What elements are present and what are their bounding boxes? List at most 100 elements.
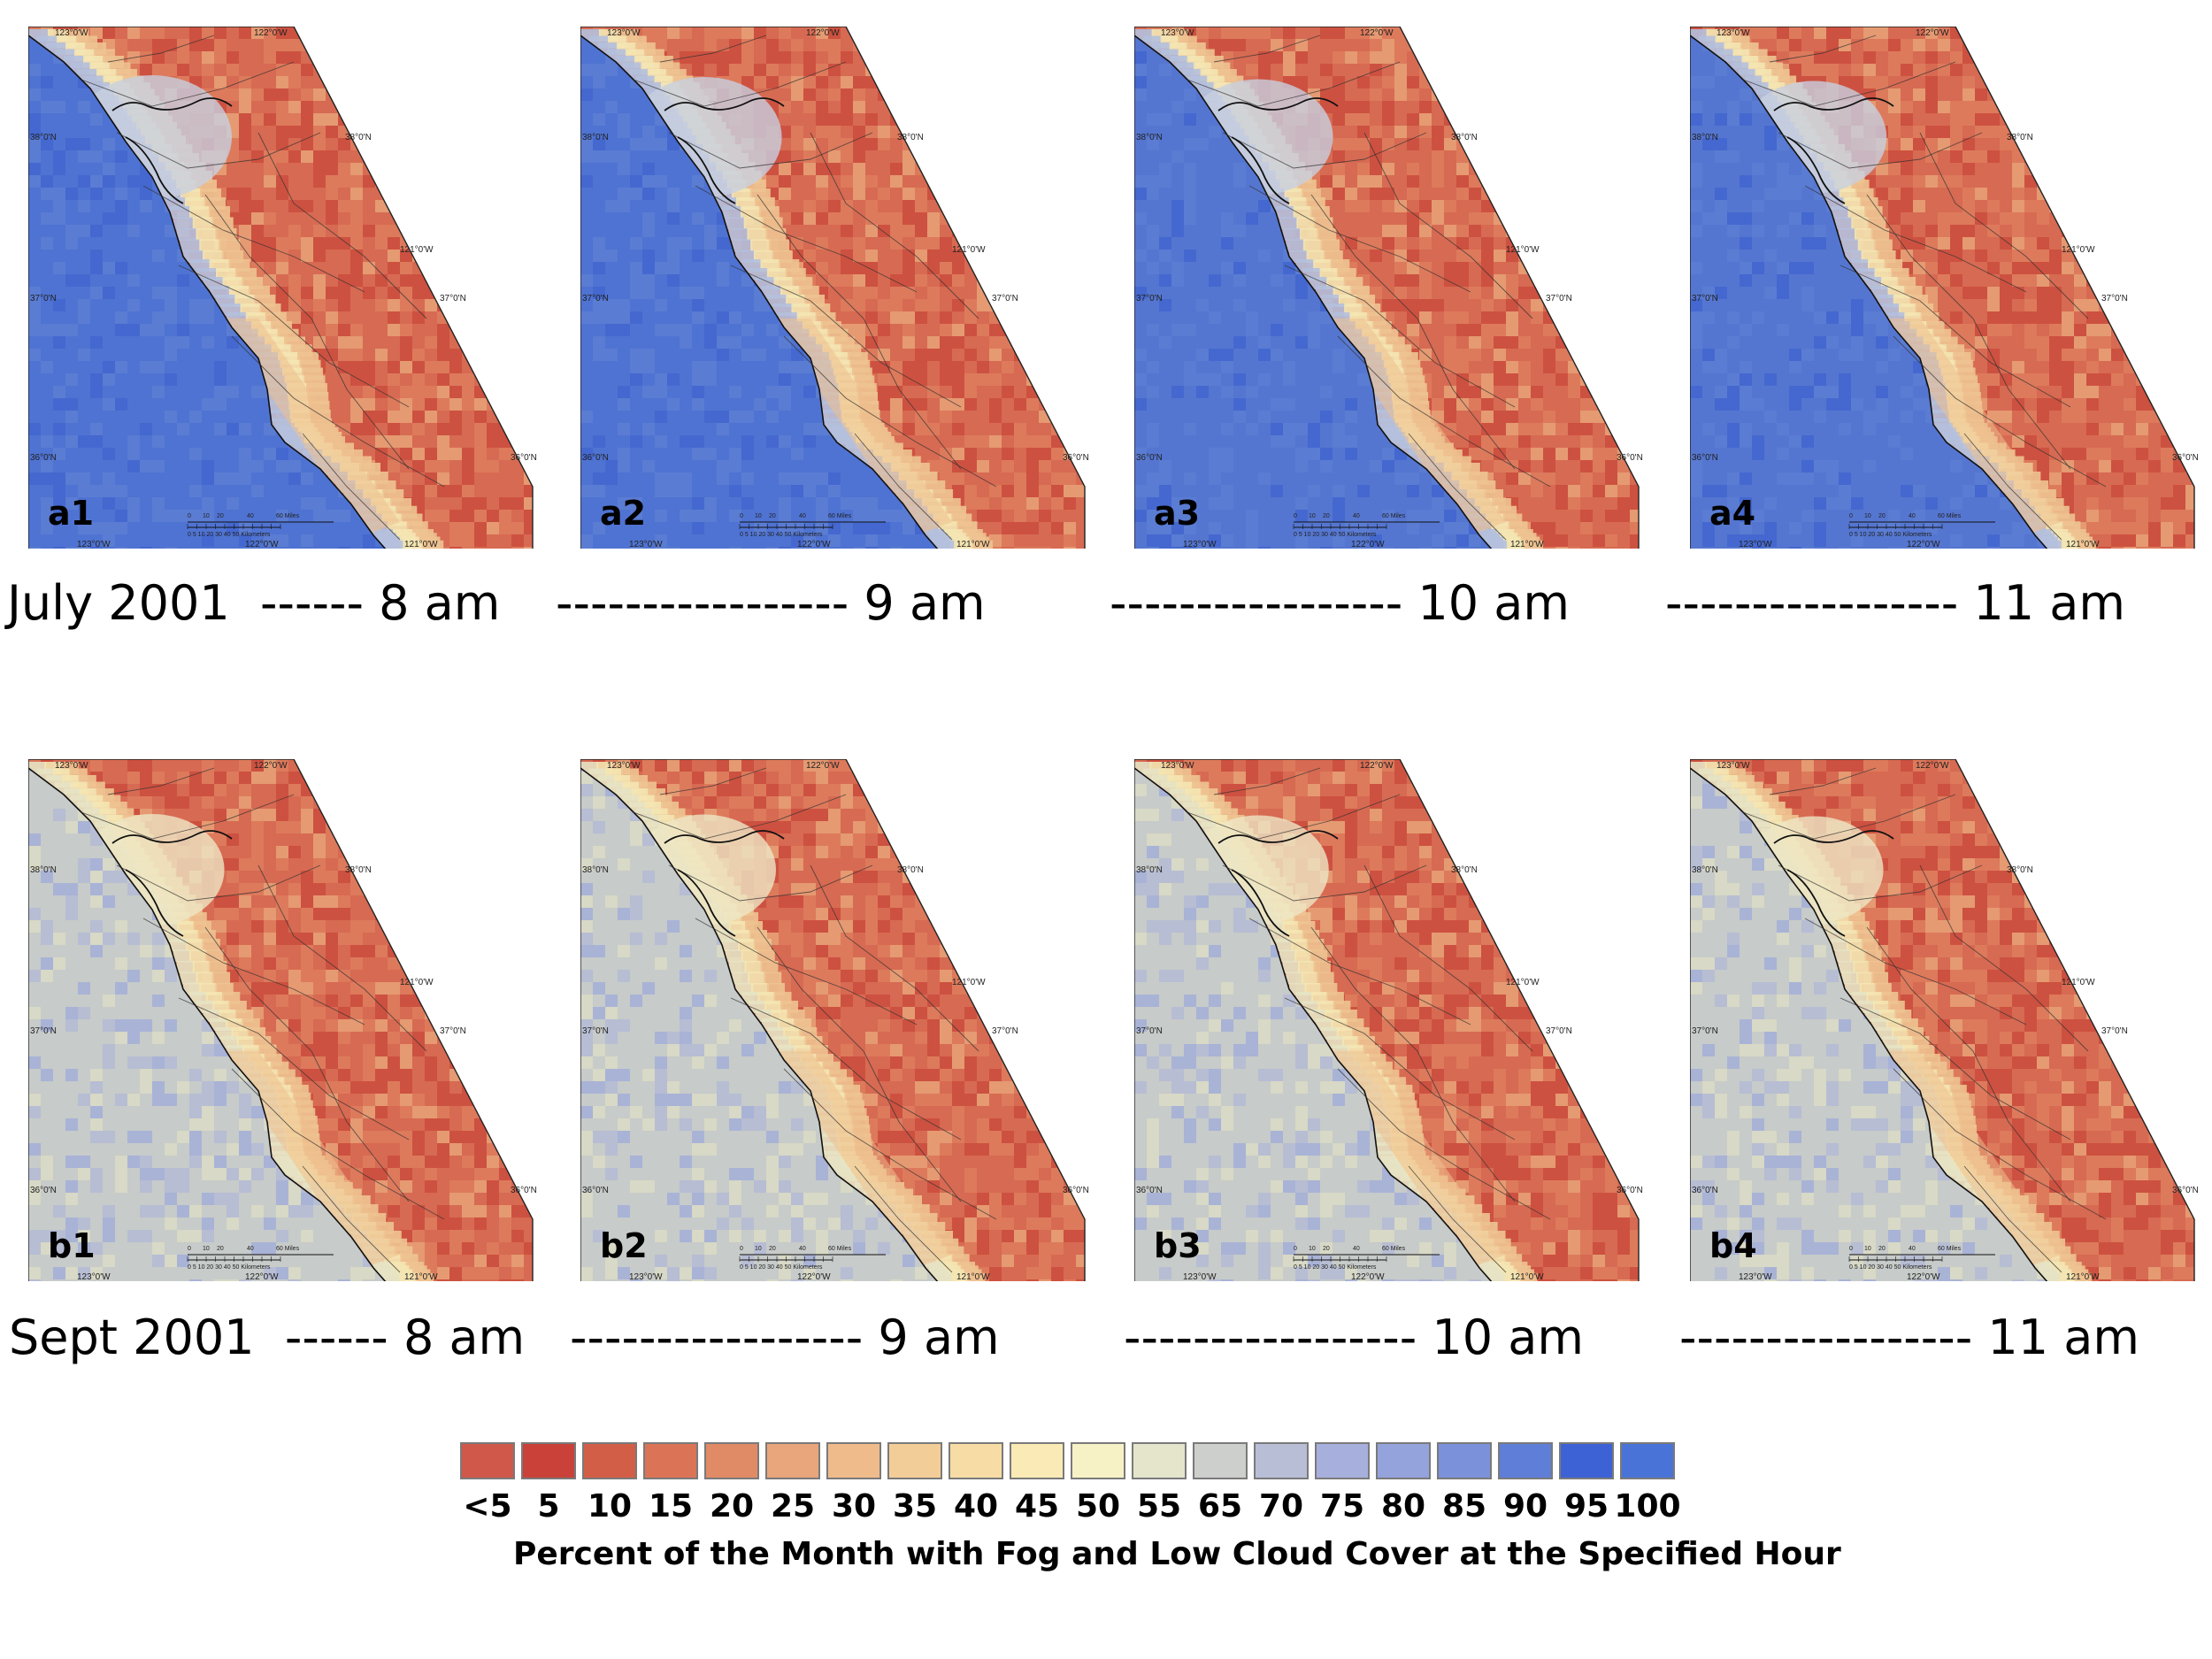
road-line — [116, 132, 321, 169]
panel-label-a2: a2 — [600, 494, 647, 533]
graticule-label-left: 36°0'N — [1136, 453, 1163, 463]
road-line — [1363, 132, 1533, 319]
graticule-label-bottom: 121°0'W — [1510, 1272, 1544, 1281]
legend-label: 80 — [1380, 1488, 1426, 1525]
coastline — [28, 767, 388, 1281]
legend-swatch — [521, 1442, 576, 1479]
graticule-label-bottom: 123°0'W — [77, 540, 111, 549]
legend-swatch — [582, 1442, 637, 1479]
caption-row-b-1: Sept 2001 ------ 8 am — [9, 1310, 526, 1365]
graticule-label-right: 37°0'N — [2101, 1026, 2128, 1036]
legend-swatch — [460, 1442, 515, 1479]
graticule-label-right: 38°0'N — [1451, 133, 1478, 142]
map-frame — [1690, 27, 2195, 549]
road-line — [1337, 1068, 1551, 1220]
graticule-label-bottom: 123°0'W — [1739, 540, 1772, 549]
graticule-label-bottom: 122°0'W — [245, 540, 279, 549]
legend-swatch — [1254, 1442, 1309, 1479]
svg-text:10: 10 — [203, 513, 210, 519]
panel-label-a1: a1 — [48, 494, 95, 533]
legend-label: 55 — [1136, 1488, 1182, 1525]
road-line — [1769, 35, 1877, 63]
graticule-label-bottom: 122°0'W — [797, 1272, 831, 1281]
legend-label: <5 — [463, 1488, 512, 1525]
svg-text:20: 20 — [769, 513, 776, 519]
road-line — [854, 433, 953, 541]
svg-text:0 5 10 20 30 40 50 Kilomet: 0 5 10 20 30 40 50 Kilometers — [740, 532, 823, 538]
map-panel-b4: 123°0'W 122°0'W 123°0'W 122°0'W 121°0'W 38°0'… — [1690, 759, 2203, 1281]
graticule-label-left: 36°0'N — [1692, 453, 1718, 463]
graticule-label-bottom: 123°0'W — [629, 540, 663, 549]
road-line — [142, 918, 365, 1025]
caption-row-a-2: ----------------- 9 am — [556, 575, 986, 631]
road-line — [116, 864, 321, 902]
graticule-label-top: 123°0'W — [55, 761, 88, 771]
map-a4: 123°0'W 122°0'W 123°0'W 122°0'W 121°0'W 38°0'… — [1690, 27, 2199, 549]
road-line — [257, 864, 427, 1052]
road-line — [1839, 997, 2071, 1141]
graticule-label-bottom: 123°0'W — [629, 1272, 663, 1281]
road-line — [231, 335, 445, 488]
graticule-label-bottom: 121°0'W — [1510, 540, 1544, 549]
coastline — [1134, 767, 1494, 1281]
road-line — [231, 1068, 445, 1220]
graticule-label-bottom: 122°0'W — [1907, 1272, 1940, 1281]
graticule-label-right: 36°0'N — [1063, 1186, 1089, 1195]
road-line — [1363, 864, 1533, 1052]
svg-text:40: 40 — [799, 513, 806, 519]
legend-label: 10 — [587, 1488, 633, 1525]
graticule-label-bottom: 122°0'W — [1907, 540, 1940, 549]
map-b3: 123°0'W 122°0'W 123°0'W 122°0'W 121°0'W 38°0'… — [1134, 759, 1643, 1281]
graticule-label-right: 37°0'N — [440, 294, 466, 303]
graticule-label-right: 36°0'N — [2172, 453, 2199, 463]
road-line — [1310, 194, 1516, 470]
map-b4: 123°0'W 122°0'W 123°0'W 122°0'W 121°0'W 38°0'… — [1690, 759, 2199, 1281]
road-line — [695, 918, 918, 1025]
legend-label: 65 — [1197, 1488, 1243, 1525]
graticule-label-top: 122°0'W — [1916, 761, 1949, 771]
legend-swatch — [887, 1442, 942, 1479]
graticule-label-right: 121°0'W — [1506, 978, 1540, 987]
graticule-label-left: 38°0'N — [582, 133, 609, 142]
legend-label: 70 — [1258, 1488, 1304, 1525]
map-b2: 123°0'W 122°0'W 123°0'W 122°0'W 121°0'W 38°0'… — [580, 759, 1089, 1281]
graticule-label-left: 38°0'N — [30, 865, 57, 875]
graticule-label-right: 121°0'W — [1506, 245, 1540, 255]
legend-label: 95 — [1563, 1488, 1609, 1525]
road-line — [1222, 864, 1427, 902]
svg-text:0: 0 — [740, 513, 743, 519]
road-line — [1248, 185, 1471, 293]
legend-swatch — [1620, 1442, 1675, 1479]
road-line — [1919, 132, 2089, 319]
graticule-label-right: 36°0'N — [1063, 453, 1089, 463]
graticule-label-right: 37°0'N — [440, 1026, 466, 1036]
road-line — [633, 794, 847, 840]
map-frame — [1134, 27, 1640, 549]
coastline — [1690, 767, 2049, 1281]
svg-text:60 Miles: 60 Miles — [828, 513, 852, 519]
graticule-label-bottom: 121°0'W — [2066, 1272, 2100, 1281]
road-line — [1778, 864, 1983, 902]
graticule-label-right: 121°0'W — [400, 245, 434, 255]
graticule-label-left: 38°0'N — [1136, 133, 1163, 142]
panel-label-a3: a3 — [1154, 494, 1201, 533]
legend-swatch — [949, 1442, 1003, 1479]
legend-swatches — [460, 1442, 1681, 1481]
road-line — [1284, 265, 1516, 408]
panel-label-a4: a4 — [1709, 494, 1756, 533]
legend-swatch — [1132, 1442, 1187, 1479]
map-panel-a4: 123°0'W 122°0'W 123°0'W 122°0'W 121°0'W 38°0'… — [1690, 27, 2203, 549]
graticule-label-left: 36°0'N — [30, 453, 57, 463]
road-line — [1284, 997, 1516, 1141]
legend-label: 25 — [770, 1488, 816, 1525]
map-b1: 123°0'W 122°0'W 123°0'W 122°0'W 121°0'W 38°0'… — [28, 759, 537, 1281]
road-line — [178, 997, 410, 1141]
road-line — [668, 132, 873, 169]
legend-swatch — [1193, 1442, 1248, 1479]
graticule-label-right: 37°0'N — [992, 1026, 1018, 1036]
road-line — [204, 194, 410, 470]
map-frame — [1690, 759, 2195, 1281]
graticule-label-top: 122°0'W — [1360, 28, 1394, 38]
road-line — [1778, 132, 1983, 169]
